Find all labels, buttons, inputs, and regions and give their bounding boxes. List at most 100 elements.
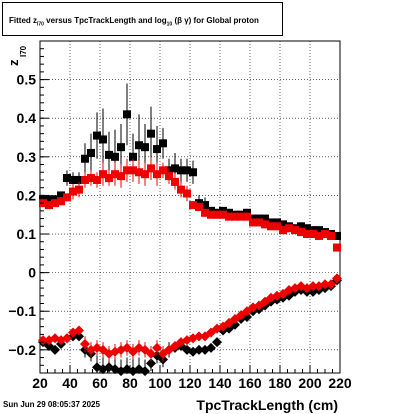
chart-title: Fitted zI70 versus TpcTrackLength and lo…	[9, 16, 259, 28]
data-point-diamond	[38, 335, 48, 346]
y-tick-label: 0.5	[17, 72, 37, 88]
data-point-square	[177, 166, 185, 175]
data-point-square	[147, 164, 155, 173]
data-point-square	[123, 166, 131, 175]
data-point-square	[201, 201, 209, 210]
data-point-square	[87, 174, 95, 183]
data-point-square	[153, 145, 161, 154]
data-point-square	[333, 243, 341, 252]
data-point-square	[99, 135, 107, 144]
y-tick-label: 0	[28, 265, 36, 281]
y-axis-label: z	[6, 59, 21, 66]
data-point-square	[237, 212, 245, 221]
data-point-square	[81, 175, 89, 184]
data-point-square	[75, 185, 83, 194]
data-point-square	[201, 208, 209, 217]
data-point-diamond	[50, 344, 60, 355]
data-point-square	[315, 231, 323, 240]
data-point-square	[153, 170, 161, 179]
data-point-diamond	[332, 273, 342, 284]
data-point-square	[117, 143, 125, 152]
x-tick-label: 160	[238, 375, 262, 391]
data-point-square	[261, 214, 269, 223]
data-point-square	[87, 148, 95, 157]
data-point-square	[93, 175, 101, 184]
data-point-square	[195, 203, 203, 211]
y-axis-label-subscript: I70	[19, 45, 28, 57]
data-point-square	[171, 164, 179, 173]
x-tick-label: 180	[268, 375, 292, 391]
data-point-square	[135, 141, 143, 150]
data-point-diamond	[194, 331, 204, 342]
data-point-square	[165, 172, 173, 181]
series-3	[38, 273, 342, 362]
data-point-square	[111, 152, 119, 161]
data-point-square	[105, 150, 113, 159]
x-tick-label: 80	[122, 375, 138, 391]
x-tick-label: 200	[298, 375, 322, 391]
data-point-square	[249, 218, 257, 227]
data-point-diamond	[146, 348, 156, 359]
data-point-diamond	[320, 279, 330, 290]
title-box: Fitted zI70 versus TpcTrackLength and lo…	[2, 2, 283, 36]
data-point-square	[51, 199, 59, 208]
data-point-square	[327, 231, 335, 240]
x-tick-label: 60	[92, 375, 108, 391]
data-point-square	[45, 195, 53, 204]
data-point-square	[57, 197, 65, 206]
data-point-square	[105, 174, 113, 183]
data-point-square	[117, 172, 125, 181]
data-point-square	[129, 152, 137, 161]
data-point-square	[183, 189, 191, 198]
data-point-square	[207, 210, 215, 219]
data-point-square	[99, 170, 107, 179]
data-point-square	[63, 193, 71, 202]
data-point-square	[93, 131, 101, 140]
datestamp: Sun Jun 29 08:05:37 2025	[3, 400, 100, 409]
data-point-square	[111, 170, 119, 179]
data-point-square	[267, 222, 275, 231]
data-point-square	[279, 226, 287, 235]
data-point-diamond	[194, 344, 204, 355]
x-tick-label: 120	[178, 375, 202, 391]
data-point-diamond	[308, 281, 318, 292]
data-point-square	[255, 218, 263, 227]
data-point-diamond	[326, 279, 336, 290]
x-tick-label: 220	[328, 375, 352, 391]
data-point-square	[183, 166, 191, 175]
data-point-square	[135, 168, 143, 177]
x-tick-label: 100	[148, 375, 172, 391]
data-point-square	[57, 191, 65, 200]
title-log-subscript: 10	[166, 21, 173, 28]
data-point-diamond	[80, 339, 90, 350]
data-point-square	[81, 154, 89, 163]
x-tick-label: 20	[32, 375, 48, 391]
x-tick-label: 40	[62, 375, 78, 391]
data-point-square	[141, 143, 149, 152]
data-point-square	[159, 166, 167, 175]
data-point-square	[129, 166, 137, 175]
title-prefix: Fitted z	[9, 16, 37, 25]
data-point-square	[243, 212, 251, 221]
y-tick-label: −0.2	[8, 342, 36, 358]
series-group	[38, 83, 342, 377]
data-point-square	[45, 201, 53, 210]
y-tick-label: 0.4	[17, 110, 37, 126]
data-point-square	[123, 110, 131, 119]
data-point-square	[219, 210, 227, 219]
data-point-square	[189, 201, 197, 210]
data-point-diamond	[152, 342, 162, 353]
data-point-square	[303, 230, 311, 239]
series-1	[39, 156, 341, 252]
data-point-square	[231, 212, 239, 221]
data-point-square	[213, 210, 221, 219]
data-point-square	[279, 220, 287, 229]
x-tick-label: 140	[208, 375, 232, 391]
data-point-square	[171, 177, 179, 186]
title-z-subscript: I70	[37, 21, 44, 28]
y-tick-label: 0.1	[17, 226, 37, 242]
y-tick-label: −0.1	[8, 303, 36, 319]
title-suffix: (β γ) for Global proton	[172, 16, 259, 25]
ticks: 20 40 60 80 100 120 140 160 180 200 220 −0.2 −0.1 0 0.…	[8, 40, 352, 391]
